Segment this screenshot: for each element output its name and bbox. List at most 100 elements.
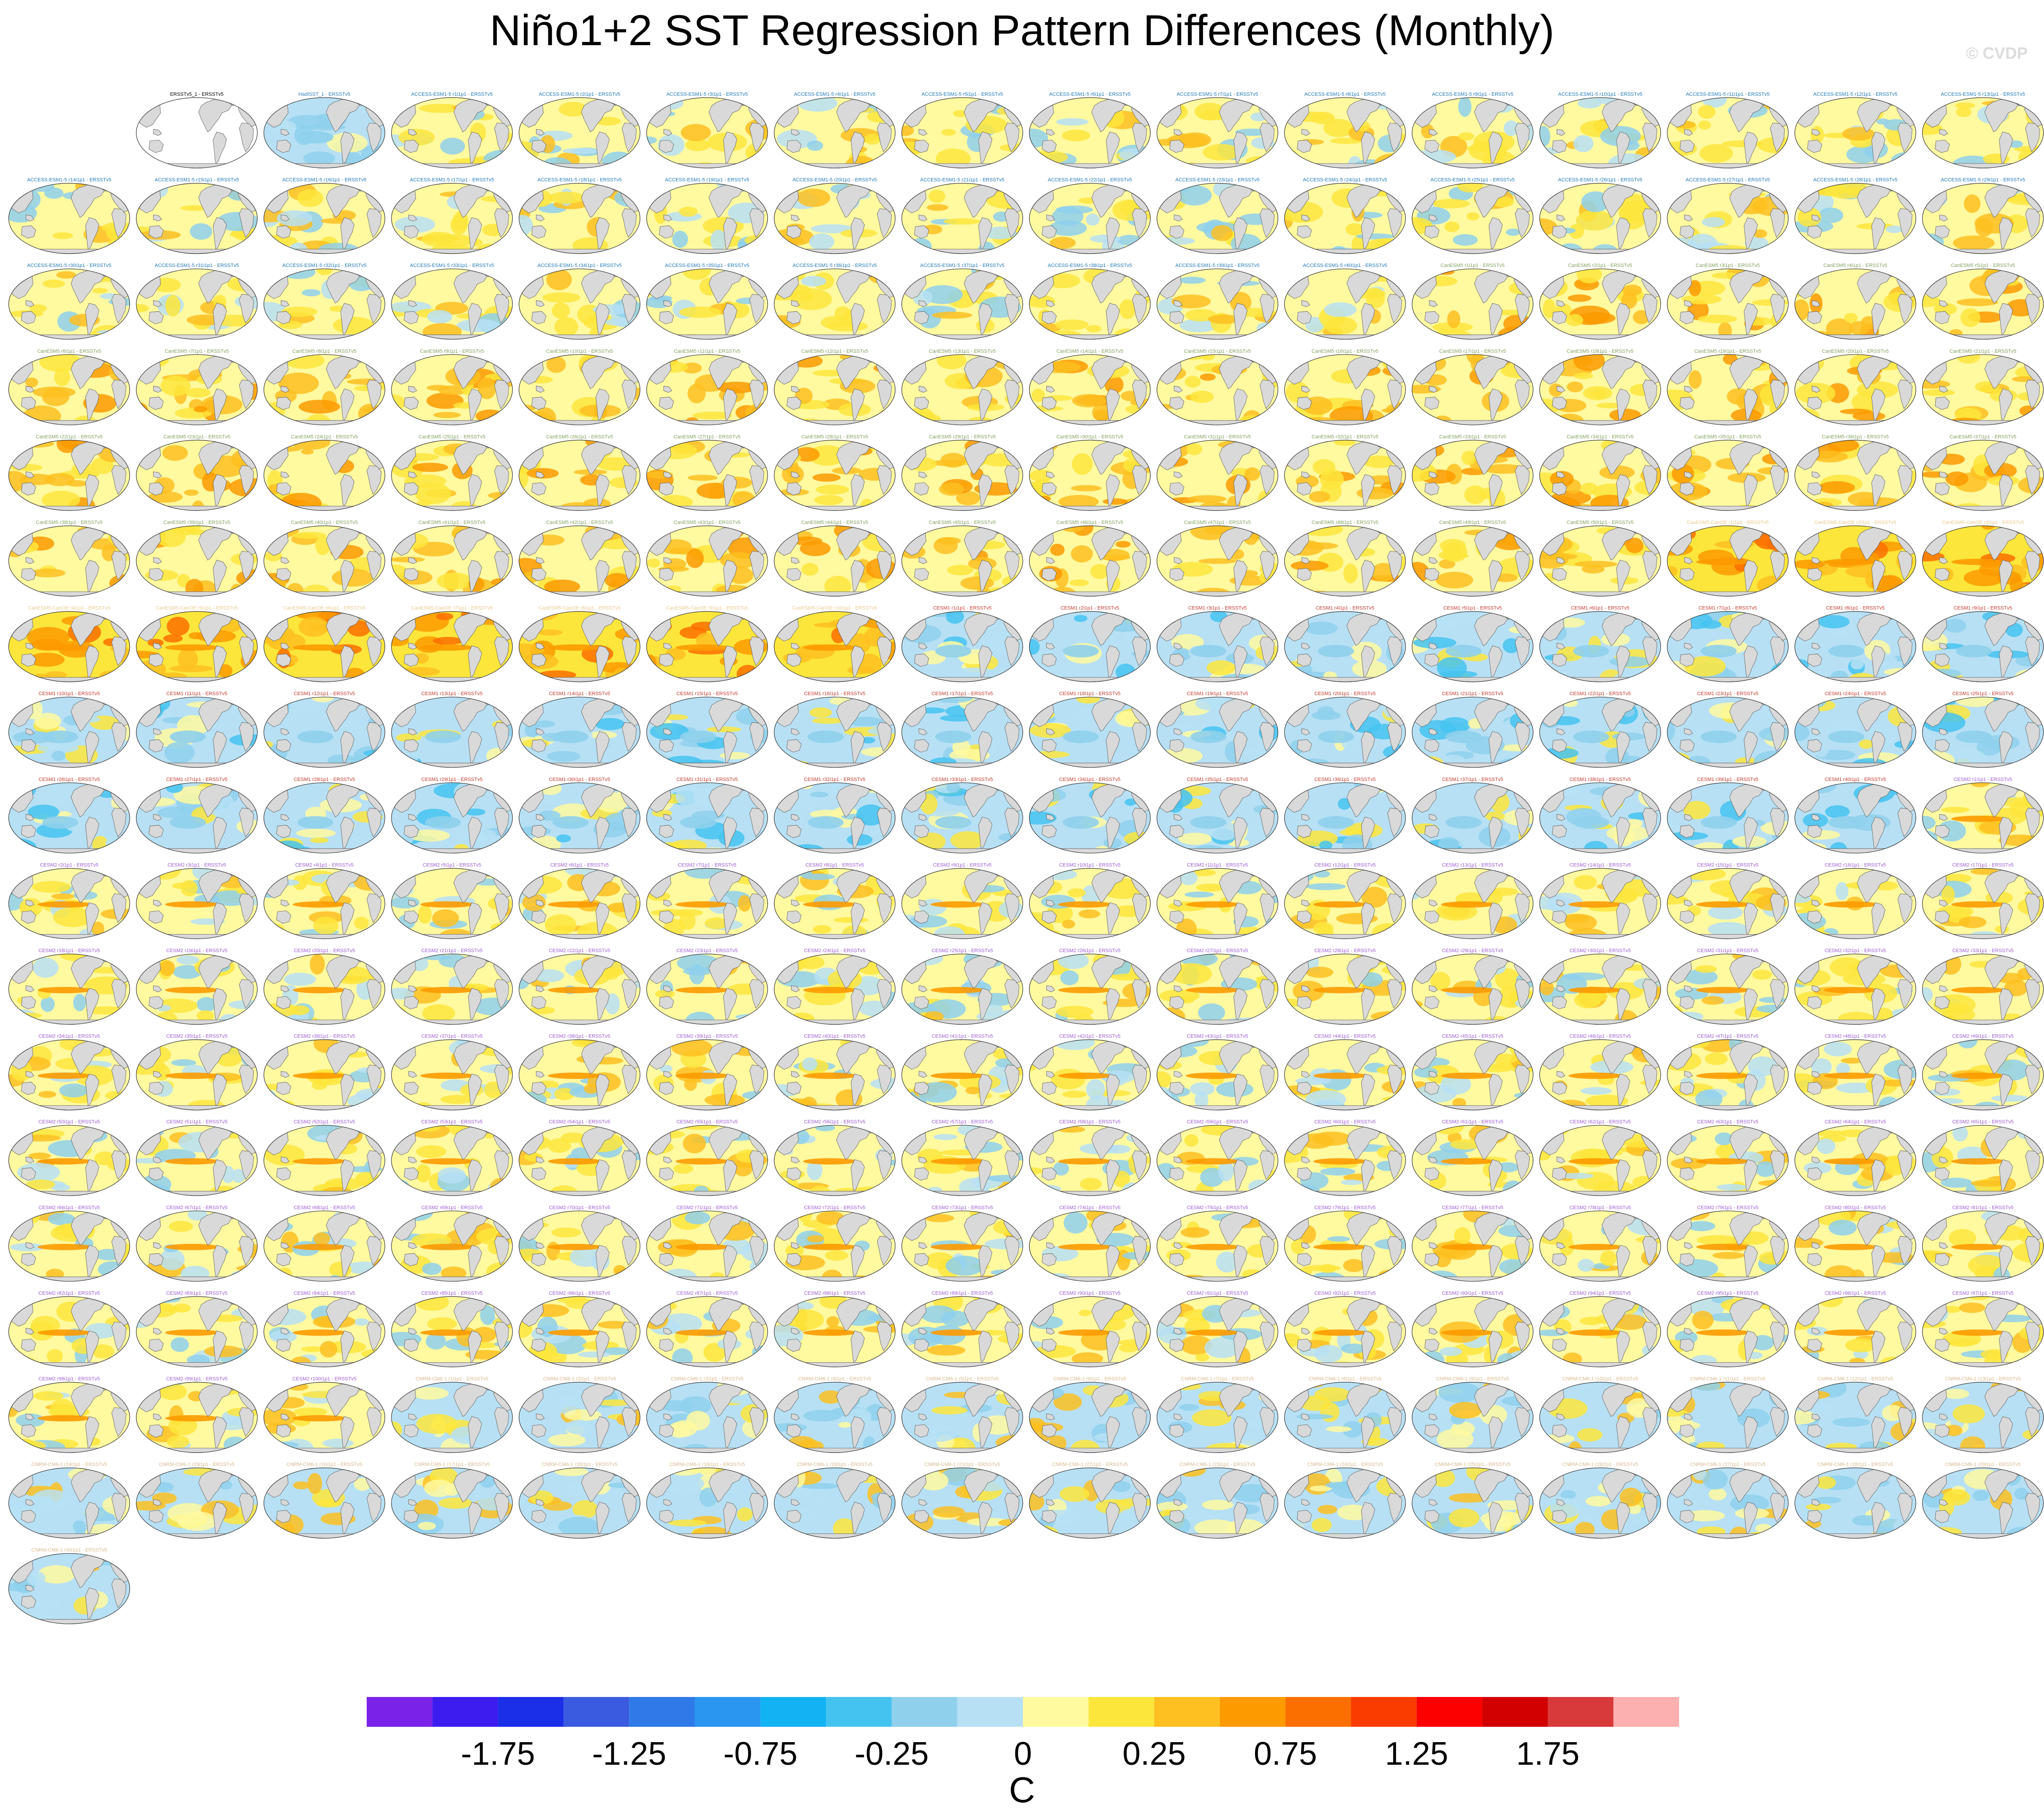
panel-title: CESM1 r34i1p1 - ERSSTv5 [1059, 777, 1120, 782]
map-panel: CESM2 r51i1p1 - ERSSTv5 [136, 1119, 258, 1196]
panel-title: CESM1 r31i1p1 - ERSSTv5 [677, 777, 738, 782]
panel-title: CanESM5 r35i1p1 - ERSSTv5 [1694, 434, 1761, 439]
panel-title: ACCESS-ESM1-5 r24i1p1 - ERSSTv5 [1303, 178, 1387, 183]
panel-title: ACCESS-ESM1-5 r16i1p1 - ERSSTv5 [282, 178, 366, 183]
panel-title: ACCESS-ESM1-5 r32i1p1 - ERSSTv5 [282, 263, 366, 268]
panel-title: CESM2 r19i1p1 - ERSSTv5 [166, 948, 228, 954]
panel-title: CanESM5 r16i1p1 - ERSSTv5 [1311, 349, 1378, 354]
map-panel: CESM1 r17i1p1 - ERSSTv5 [901, 691, 1023, 768]
panel-title: CESM2 r65i1p1 - ERSSTv5 [1952, 1119, 2014, 1125]
map-panel: CanESM5 r46i1p1 - ERSSTv5 [1029, 520, 1151, 597]
panel-title: ACCESS-ESM1-5 r17i1p1 - ERSSTv5 [410, 178, 494, 183]
colorbar-swatch [1154, 1697, 1220, 1727]
colorbar-tick-label: -1.25 [592, 1736, 666, 1772]
panel-title: ACCESS-ESM1-5 r18i1p1 - ERSSTv5 [537, 178, 621, 183]
panel-title: CanESM5 r34i1p1 - ERSSTv5 [1567, 434, 1633, 439]
map-panel: ACCESS-ESM1-5 r12i1p1 - ERSSTv5 [1794, 92, 1916, 168]
panel-title: CESM2 r77i1p1 - ERSSTv5 [1442, 1205, 1503, 1211]
colorbar-swatch [629, 1697, 695, 1727]
panel-title: CESM2 r6i1p1 - ERSSTv5 [550, 862, 609, 868]
panel-title: CanESM5-CanOE r2i1p1 - ERSSTv5 [1814, 520, 1896, 525]
map-panel: CanESM5 r25i1p1 - ERSSTv5 [391, 434, 513, 511]
map-panel: CESM2 r45i1p1 - ERSSTv5 [1412, 1034, 1534, 1111]
map-panel: CanESM5 r50i1p1 - ERSSTv5 [1539, 520, 1661, 597]
panel-title: CESM2 r9i1p1 - ERSSTv5 [933, 862, 992, 868]
map-panel: CanESM5 r11i1p1 - ERSSTv5 [646, 349, 768, 425]
panel-title: CNRM-CM6-1 r5i1p1 - ERSSTv5 [926, 1376, 999, 1382]
map-panel: ACCESS-ESM1-5 r7i1p1 - ERSSTv5 [1157, 92, 1279, 168]
map-panel: CESM2 r8i1p1 - ERSSTv5 [774, 862, 896, 940]
map-panel: ACCESS-ESM1-5 r31i1p1 - ERSSTv5 [136, 263, 258, 340]
panel-title: CESM2 r30i1p1 - ERSSTv5 [1569, 948, 1631, 954]
map-panel: CESM2 r36i1p1 - ERSSTv5 [263, 1034, 385, 1111]
map-panel: CESM2 r31i1p1 - ERSSTv5 [1667, 948, 1789, 1025]
panel-title: CESM2 r37i1p1 - ERSSTv5 [421, 1034, 483, 1039]
map-panel: CESM2 r52i1p1 - ERSSTv5 [263, 1119, 385, 1196]
panel-title: ACCESS-ESM1-5 r31i1p1 - ERSSTv5 [155, 263, 239, 268]
map-panel: ACCESS-ESM1-5 r33i1p1 - ERSSTv5 [391, 263, 513, 340]
panel-title: CanESM5 r13i1p1 - ERSSTv5 [929, 349, 996, 354]
colorbar-swatch [1219, 1697, 1286, 1727]
map-panel: ACCESS-ESM1-5 r10i1p1 - ERSSTv5 [1539, 92, 1661, 168]
panel-title: CESM1 r24i1p1 - ERSSTv5 [1825, 691, 1886, 696]
colorbar-swatch [1351, 1697, 1417, 1727]
panel-title: CESM1 r28i1p1 - ERSSTv5 [294, 777, 355, 782]
map-panel: CESM2 r48i1p1 - ERSSTv5 [1794, 1034, 1916, 1111]
map-panel: CNRM-CM6-1 r17i1p1 - ERSSTv5 [391, 1462, 513, 1539]
panel-title: CESM2 r89i1p1 - ERSSTv5 [932, 1290, 993, 1296]
panel-title: CanESM5 r29i1p1 - ERSSTv5 [929, 434, 996, 439]
map-panel: CESM2 r83i1p1 - ERSSTv5 [136, 1290, 258, 1367]
panel-title: CESM1 r10i1p1 - ERSSTv5 [38, 691, 100, 696]
colorbar-tick-label: 0.25 [1123, 1736, 1186, 1772]
map-panel: CESM2 r38i1p1 - ERSSTv5 [518, 1034, 640, 1111]
map-panel: ACCESS-ESM1-5 r39i1p1 - ERSSTv5 [1157, 263, 1279, 340]
map-panel: CanESM5 r27i1p1 - ERSSTv5 [646, 434, 768, 511]
panel-title: ACCESS-ESM1-5 r10i1p1 - ERSSTv5 [1558, 92, 1642, 97]
map-panel: CanESM5 r26i1p1 - ERSSTv5 [518, 434, 640, 511]
map-panel: CESM2 r86i1p1 - ERSSTv5 [518, 1290, 640, 1367]
panel-title: CESM2 r63i1p1 - ERSSTv5 [1697, 1119, 1759, 1125]
panel-title: ACCESS-ESM1-5 r13i1p1 - ERSSTv5 [1941, 92, 2025, 97]
map-panel: CanESM5 r34i1p1 - ERSSTv5 [1539, 434, 1661, 511]
panel-title: CanESM5-CanOE r5i1p1 - ERSSTv5 [156, 606, 238, 611]
map-panel: CESM1 r12i1p1 - ERSSTv5 [263, 691, 385, 768]
map-panel: CanESM5 r44i1p1 - ERSSTv5 [774, 520, 896, 597]
panel-title: CanESM5 r5i1p1 - ERSSTv5 [1951, 263, 2015, 268]
map-panel: CNRM-CM6-1 r1i1p1 - ERSSTv5 [391, 1376, 513, 1453]
panel-title: CanESM5 r25i1p1 - ERSSTv5 [419, 434, 485, 439]
panel-title: CESM2 r66i1p1 - ERSSTv5 [38, 1205, 100, 1211]
panel-title: CESM1 r25i1p1 - ERSSTv5 [1952, 691, 2014, 696]
map-panel: CanESM5 r9i1p1 - ERSSTv5 [391, 349, 513, 425]
panel-title: CESM1 r19i1p1 - ERSSTv5 [1187, 691, 1248, 696]
panel-title: ACCESS-ESM1-5 r27i1p1 - ERSSTv5 [1686, 178, 1770, 183]
map-panel: CESM2 r96i1p1 - ERSSTv5 [1794, 1290, 1916, 1367]
map-panel: ACCESS-ESM1-5 r20i1p1 - ERSSTv5 [774, 178, 896, 254]
panel-title: CESM2 r57i1p1 - ERSSTv5 [932, 1119, 993, 1125]
map-panel: CESM2 r9i1p1 - ERSSTv5 [901, 862, 1023, 940]
panel-title: CNRM-CM6-1 r6i1p1 - ERSSTv5 [1054, 1376, 1126, 1382]
panel-title: CESM2 r58i1p1 - ERSSTv5 [1059, 1119, 1120, 1125]
map-panel: CanESM5-CanOE r8i1p1 - ERSSTv5 [518, 606, 640, 682]
panel-title: CESM2 r43i1p1 - ERSSTv5 [1187, 1034, 1248, 1039]
panel-title: CanESM5 r9i1p1 - ERSSTv5 [420, 349, 484, 354]
panel-title: CESM1 r13i1p1 - ERSSTv5 [421, 691, 483, 696]
map-panel: CESM2 r25i1p1 - ERSSTv5 [901, 948, 1023, 1025]
map-panel: CanESM5 r45i1p1 - ERSSTv5 [901, 520, 1023, 597]
panel-title: CESM2 r67i1p1 - ERSSTv5 [166, 1205, 228, 1211]
map-panel: ACCESS-ESM1-5 r23i1p1 - ERSSTv5 [1157, 178, 1279, 254]
panel-title: CESM2 r85i1p1 - ERSSTv5 [421, 1290, 483, 1296]
panel-title: CESM1 r16i1p1 - ERSSTv5 [804, 691, 865, 696]
panel-title: CESM1 r8i1p1 - ERSSTv5 [1826, 606, 1885, 611]
panel-title: ACCESS-ESM1-5 r40i1p1 - ERSSTv5 [1303, 263, 1387, 268]
panel-title: CNRM-CM6-1 r21i1p1 - ERSSTv5 [924, 1462, 1000, 1468]
panel-title: CanESM5 r28i1p1 - ERSSTv5 [801, 434, 868, 439]
panel-title: ACCESS-ESM1-5 r19i1p1 - ERSSTv5 [665, 178, 749, 183]
panel-title: ERSSTv5_1 - ERSSTv5 [170, 92, 224, 97]
panel-title: CanESM5 r31i1p1 - ERSSTv5 [1184, 434, 1251, 439]
colorbar-tick-label: -1.75 [461, 1736, 535, 1772]
panel-title: CNRM-CM6-1 r16i1p1 - ERSSTv5 [287, 1462, 362, 1468]
panel-title: ACCESS-ESM1-5 r7i1p1 - ERSSTv5 [1177, 92, 1258, 97]
panel-title: CanESM5 r42i1p1 - ERSSTv5 [546, 520, 613, 525]
map-panel: CESM1 r25i1p1 - ERSSTv5 [1922, 691, 2044, 768]
panel-title: CESM2 r100i1p1 - ERSSTv5 [292, 1376, 356, 1382]
